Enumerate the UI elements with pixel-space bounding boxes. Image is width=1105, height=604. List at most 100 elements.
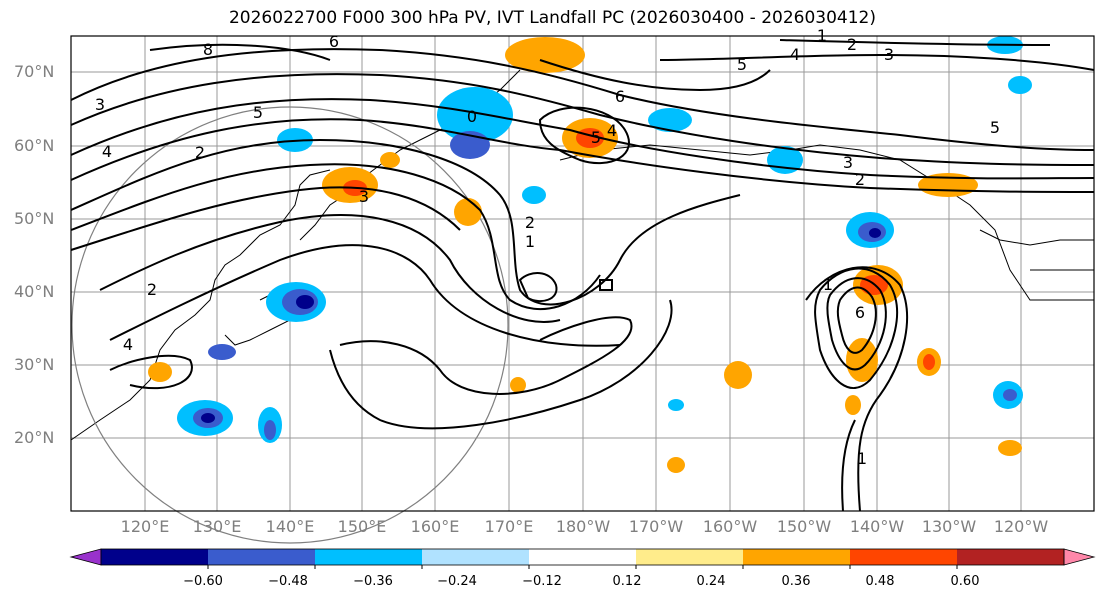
lat-label-40: 40°N	[14, 282, 55, 301]
contour-label: 1	[857, 449, 867, 468]
contour-path-21	[538, 106, 630, 165]
contour-path-19	[779, 39, 1051, 46]
contour-path-6	[70, 163, 601, 310]
colorbar-segment	[850, 549, 958, 565]
contour-label: 3	[95, 95, 105, 114]
colorbar-tick-label: 0.60	[950, 574, 980, 589]
colorbar-tick-label: −0.48	[268, 574, 308, 589]
contour-label: 5	[990, 118, 1000, 137]
anomaly-pos-11	[846, 338, 878, 382]
lat-label-70: 70°N	[14, 62, 55, 81]
anomaly-neg-23	[668, 399, 684, 411]
colorbar-segment	[315, 549, 423, 565]
colorbar-segment	[208, 549, 316, 565]
negative-anomalies	[177, 36, 1032, 443]
anomaly-pos-14	[724, 361, 752, 389]
lon-label-140e: 140°E	[265, 517, 315, 536]
lon-label-130e: 130°E	[192, 517, 242, 536]
contour-path-11	[329, 299, 673, 430]
contour-path-17	[841, 419, 856, 512]
lon-label-180w: 180°W	[555, 517, 611, 536]
contour-label: 3	[359, 187, 369, 206]
anomaly-pos-19	[845, 395, 861, 415]
colorbar-tick-label: 0.12	[612, 574, 642, 589]
anomaly-pos-17	[998, 440, 1022, 456]
anomaly-pos-18	[667, 457, 685, 473]
contour-label: 6	[329, 32, 339, 51]
contour-path-13	[814, 267, 898, 390]
colorbar-segment	[422, 549, 530, 565]
contour-label: 2	[847, 35, 857, 54]
contour-label: 4	[123, 335, 133, 354]
colorbar-tick-label: −0.36	[353, 574, 393, 589]
colorbar-tick-label: 0.36	[781, 574, 811, 589]
colorbar-tick-label: −0.24	[437, 574, 477, 589]
contour-path-8	[99, 214, 561, 323]
colorbar-segment	[743, 549, 851, 565]
contour-label: 6	[855, 303, 865, 322]
anomaly-pos-1	[505, 37, 585, 73]
lat-label-50: 50°N	[14, 209, 55, 228]
lon-label-120e: 120°E	[120, 517, 170, 536]
map-title: 2026022700 F000 300 hPa PV, IVT Landfall…	[228, 8, 876, 28]
lon-label-170w: 170°W	[628, 517, 684, 536]
colorbar	[69, 548, 1096, 569]
anomaly-pos-16	[510, 377, 526, 393]
contour-label: 1	[823, 275, 833, 294]
contour-path-3	[70, 98, 1095, 180]
colorbar-tick-label: −0.12	[522, 574, 562, 589]
alaska-coast	[559, 144, 1094, 301]
colorbar-segment	[101, 549, 209, 565]
lat-label-20: 20°N	[14, 428, 55, 447]
lon-label-140w: 140°W	[849, 517, 905, 536]
contour-path-15	[836, 286, 877, 354]
anomaly-pos-15	[148, 362, 172, 382]
contour-label: 0	[467, 107, 477, 126]
lon-label-160e: 160°E	[410, 517, 460, 536]
anomaly-pos-7	[380, 152, 400, 168]
contour-path-12	[109, 354, 193, 390]
lon-label-160w: 160°W	[702, 517, 758, 536]
lon-label-150w: 150°W	[776, 517, 832, 536]
colorbar-outline	[100, 548, 1065, 566]
anomaly-neg-8	[201, 413, 215, 423]
anomaly-neg-19	[1003, 389, 1017, 401]
colorbar-extend-high	[1063, 548, 1096, 566]
lat-label-60: 60°N	[14, 136, 55, 155]
colorbar-segment	[957, 549, 1065, 565]
lon-label-120w: 120°W	[993, 517, 1049, 536]
contour-path-1	[70, 48, 1095, 151]
contour-label: 2	[147, 280, 157, 299]
contour-path-22	[518, 272, 558, 303]
contour-label: 3	[843, 153, 853, 172]
anomaly-neg-1	[437, 87, 513, 143]
contour-path-10	[339, 316, 633, 395]
contour-label: 3	[884, 45, 894, 64]
anomaly-pos-6	[454, 198, 482, 226]
anomaly-neg-15	[648, 108, 692, 132]
contour-label: 6	[615, 87, 625, 106]
contour-label: 2	[855, 170, 865, 189]
contour-label: 5	[737, 55, 747, 74]
colorbar-extend-low	[69, 548, 102, 566]
anomaly-neg-22	[1008, 76, 1032, 94]
colorbar-segment	[529, 549, 637, 565]
contour-label: 5	[253, 103, 263, 122]
contour-path-18	[539, 59, 771, 92]
anomaly-neg-13	[869, 228, 881, 238]
lon-label-130w: 130°W	[921, 517, 977, 536]
ivt-contours	[70, 39, 1095, 512]
anomaly-neg-20	[522, 186, 546, 204]
contour-path-23	[599, 279, 613, 291]
contour-label: 1	[525, 232, 535, 251]
lon-label-170e: 170°E	[484, 517, 534, 536]
na-interior	[979, 229, 1094, 246]
radius-circle	[71, 106, 509, 544]
contour-path-14	[826, 277, 887, 371]
contour-path-5	[70, 138, 741, 306]
contour-path-24	[149, 43, 331, 61]
anomaly-neg-21	[208, 344, 236, 360]
contour-label: 4	[607, 121, 617, 140]
contour-path-9	[109, 244, 621, 347]
